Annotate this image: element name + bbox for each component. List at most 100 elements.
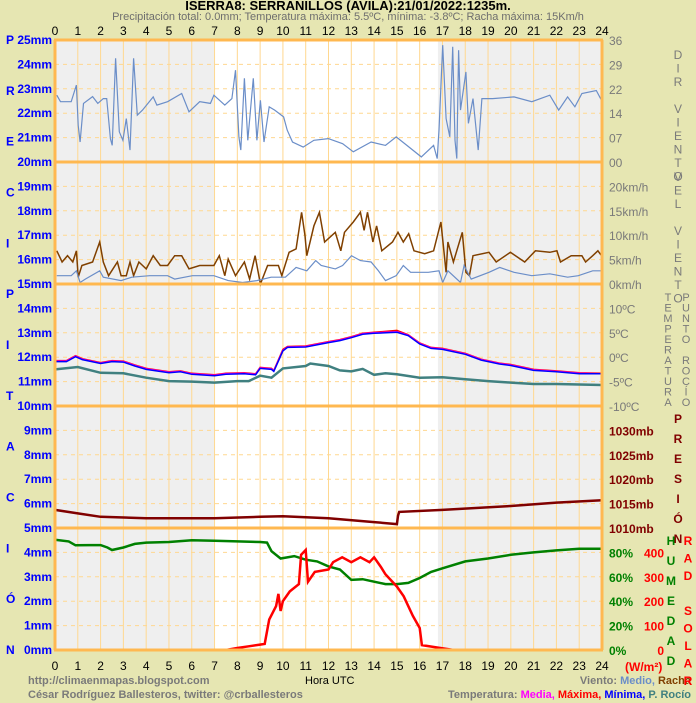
radiation-units: (W/m²) xyxy=(625,660,662,674)
temperature-tick-label: -10ºC xyxy=(609,400,640,414)
left-tick-label: 21mm xyxy=(17,131,52,145)
left-tick-label: 1mm xyxy=(24,619,52,633)
left-tick-label: 5mm xyxy=(24,521,52,535)
legend-minima: Mínima xyxy=(604,689,643,701)
left-tick-label: 19mm xyxy=(17,179,52,193)
wind-legend-prefix: Viento: xyxy=(579,675,621,687)
x-tick-label-bottom: 15 xyxy=(390,659,404,673)
x-tick-label-bottom: 23 xyxy=(573,659,587,673)
x-tick-label-bottom: 21 xyxy=(527,659,541,673)
x-tick-label-top: 21 xyxy=(527,24,541,38)
left-tick-label: 18mm xyxy=(17,204,52,218)
precipitation-letter: N xyxy=(6,643,15,657)
author-credit: César Rodríguez Ballesteros, twitter: @c… xyxy=(28,689,303,701)
x-tick-label-top: 0 xyxy=(52,24,59,38)
humidity-radiation-tick-label: 40% xyxy=(609,595,633,609)
x-tick-label-top: 8 xyxy=(234,24,241,38)
temperature-legend: Temperatura: Media, Máxima, Mínima, P. R… xyxy=(448,689,691,702)
x-axis-label: Hora UTC xyxy=(305,675,355,687)
wind-speed-tick-label: 10km/h xyxy=(609,229,648,243)
left-tick-label: 4mm xyxy=(24,545,52,559)
left-tick-label: 16mm xyxy=(17,253,52,267)
x-tick-label-top: 6 xyxy=(188,24,195,38)
left-tick-label: 15mm xyxy=(17,277,52,291)
left-tick-label: 20mm xyxy=(17,155,52,169)
x-tick-label-top: 11 xyxy=(299,24,312,38)
left-tick-label: 8mm xyxy=(24,448,52,462)
x-tick-label-bottom: 10 xyxy=(276,659,290,673)
pressure-tick-label: 1020mb xyxy=(609,473,654,487)
left-tick-label: 3mm xyxy=(24,570,52,584)
x-tick-label-bottom: 20 xyxy=(504,659,518,673)
x-tick-label-bottom: 8 xyxy=(234,659,241,673)
x-tick-label-bottom: 24 xyxy=(595,659,609,673)
left-tick-label: 9mm xyxy=(24,423,52,437)
left-tick-label: 24mm xyxy=(17,57,52,71)
x-tick-label-top: 15 xyxy=(390,24,404,38)
pressure-tick-label: 1025mb xyxy=(609,449,654,463)
left-tick-label: 10mm xyxy=(17,399,52,413)
wind-direction-tick-label: 14 xyxy=(609,107,623,121)
night-shading xyxy=(437,40,602,650)
minima-series-line xyxy=(55,331,602,377)
left-tick-label: 2mm xyxy=(24,594,52,608)
precipitation-letter: I xyxy=(6,541,9,555)
x-tick-label-bottom: 7 xyxy=(211,659,218,673)
temperature-tick-label: 0ºC xyxy=(609,351,629,365)
pressure-tick-label: 1030mb xyxy=(609,424,654,438)
legend-maxima: Máxima xyxy=(557,689,599,701)
x-tick-label-top: 18 xyxy=(459,24,473,38)
left-tick-label: 13mm xyxy=(17,326,52,340)
humidity-radiation-tick-label: 60% xyxy=(609,571,633,585)
x-tick-label-bottom: 5 xyxy=(166,659,173,673)
legend-sep: , xyxy=(642,689,649,701)
left-tick-label: 6mm xyxy=(24,497,52,511)
left-tick-label: 25mm xyxy=(17,33,52,47)
legend-sep: , xyxy=(551,689,558,701)
wind-speed-tick-label: 20km/h xyxy=(609,180,648,194)
precipitation-letter: I xyxy=(6,236,9,250)
temp-legend-prefix: Temperatura: xyxy=(448,689,521,701)
pressure-tick-label: 1010mb xyxy=(609,522,654,536)
temperature-tick-label: -5ºC xyxy=(609,376,633,390)
wind-speed-tick-label: 5km/h xyxy=(609,254,642,268)
chart-subtitle: Precipitación total: 0.0mm; Temperatura … xyxy=(112,11,584,23)
left-tick-label: 17mm xyxy=(17,228,52,242)
rocio-series-line xyxy=(54,362,603,387)
x-tick-label-bottom: 6 xyxy=(188,659,195,673)
x-tick-label-bottom: 17 xyxy=(436,659,450,673)
pressure-tick-label: 1015mb xyxy=(609,498,654,512)
wind-direction-tick-label: 00 xyxy=(609,156,623,170)
x-tick-label-top: 10 xyxy=(276,24,290,38)
x-tick-label-top: 7 xyxy=(211,24,218,38)
temperature-vertical-label: TEMPERATURA xyxy=(662,292,674,408)
x-tick-label-bottom: 9 xyxy=(257,659,264,673)
temperature-tick-label: 10ºC xyxy=(609,302,636,316)
legend-sep: , xyxy=(651,675,658,687)
precipitation-letter: R xyxy=(6,84,15,98)
legend-media: Media xyxy=(520,689,552,701)
x-tick-label-top: 17 xyxy=(436,24,450,38)
wind-direction-tick-label: 22 xyxy=(609,83,623,97)
precipitation-letter: I xyxy=(6,338,9,352)
wind-speed-tick-label: 15km/h xyxy=(609,205,648,219)
precipitation-letter: Ó xyxy=(6,591,15,606)
temperature-tick-label: 5ºC xyxy=(609,327,629,341)
dew-point-vertical-label: PUNTO ROCÍO xyxy=(680,292,692,408)
radiation-tick-label: 400 xyxy=(644,546,664,560)
humidity-radiation-tick-label: 20% xyxy=(609,620,633,634)
humidity-vertical-label: HUMEDAD xyxy=(664,534,678,674)
left-tick-label: 7mm xyxy=(24,472,52,486)
precipitation-letter: P xyxy=(6,287,14,301)
precipitation-letter: C xyxy=(6,186,15,200)
x-tick-label-bottom: 22 xyxy=(550,659,564,673)
x-tick-label-bottom: 4 xyxy=(143,659,150,673)
x-tick-label-top: 20 xyxy=(504,24,518,38)
pressure-series-line xyxy=(54,498,603,526)
blog-link[interactable]: http://climaenmapas.blogspot.com xyxy=(28,675,210,687)
legend-sep: , xyxy=(598,689,605,701)
medio-series-line xyxy=(56,254,602,285)
precipitation-letter: E xyxy=(6,135,14,149)
pressure-vertical-label: PRESIÓN xyxy=(671,412,685,552)
